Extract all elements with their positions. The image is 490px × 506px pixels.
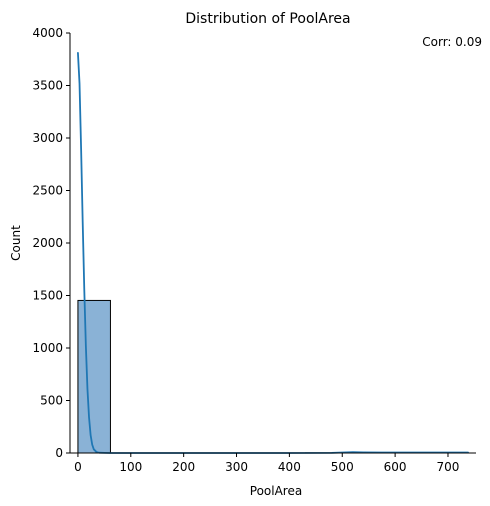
y-tick-label: 0 [55, 446, 63, 460]
x-tick-label: 200 [172, 460, 195, 474]
y-tick-label: 500 [40, 394, 63, 408]
x-tick-label: 100 [119, 460, 142, 474]
x-axis-label: PoolArea [250, 484, 302, 498]
x-tick-label: 0 [74, 460, 82, 474]
y-tick-label: 1000 [32, 341, 63, 355]
x-ticks: 0 100 200 300 400 500 600 700 [74, 453, 459, 474]
x-tick-label: 400 [278, 460, 301, 474]
axes [69, 33, 476, 454]
kde-layer [77, 52, 469, 454]
y-tick-label: 2000 [32, 236, 63, 250]
y-axis-label: Count [9, 225, 23, 261]
kde-line [77, 52, 469, 454]
x-tick-label: 300 [225, 460, 248, 474]
y-tick-label: 3500 [32, 79, 63, 93]
y-tick-label: 2500 [32, 184, 63, 198]
correlation-annotation: Corr: 0.09 [422, 35, 482, 49]
chart-title: Distribution of PoolArea [185, 11, 350, 27]
y-tick-label: 1500 [32, 289, 63, 303]
y-tick-label: 3000 [32, 131, 63, 145]
histogram-bar [77, 299, 111, 454]
x-tick-label: 700 [437, 460, 460, 474]
x-tick-label: 500 [331, 460, 354, 474]
x-tick-label: 600 [384, 460, 407, 474]
y-ticks: 0 500 1000 1500 2000 2500 3000 3500 4000 [32, 26, 70, 460]
y-tick-label: 4000 [32, 26, 63, 40]
histogram-bars [77, 299, 469, 454]
